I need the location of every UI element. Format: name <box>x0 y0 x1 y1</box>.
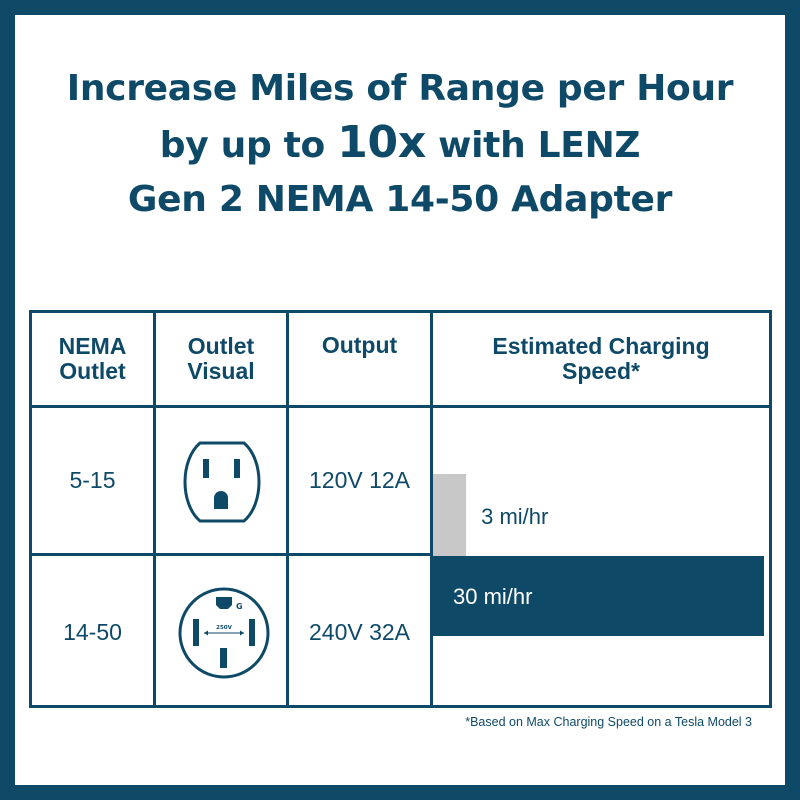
header-outlet-visual: Outlet Visual <box>187 333 255 384</box>
footnote: *Based on Max Charging Speed on a Tesla … <box>465 715 752 729</box>
comparison-table: NEMA Outlet Outlet Visual Output Estimat… <box>29 310 772 708</box>
row-2-outlet: 14-50 <box>63 618 122 645</box>
headline-line-1: Increase Miles of Range per Hour <box>66 68 734 109</box>
headline-multiplier: 10x <box>337 117 426 168</box>
bar-14-50 <box>433 556 764 636</box>
headline-line-2: by up to 10x with LENZ <box>0 116 800 173</box>
table-divider <box>32 405 769 408</box>
charging-speed-chart <box>433 474 764 636</box>
headline-line-2-post: with LENZ <box>425 125 641 166</box>
row-1-output: 120V 12A <box>308 467 411 493</box>
header-estimated-speed: Estimated Charging Speed* <box>492 333 710 384</box>
table-divider <box>153 313 156 705</box>
table-divider <box>430 313 433 705</box>
table-divider <box>286 313 289 705</box>
bar-label-5-15: 3 mi/hr <box>481 504 549 529</box>
table-divider <box>32 553 430 556</box>
voltage-label: 250V <box>216 625 232 631</box>
row-2-output: 240V 32A <box>308 618 411 645</box>
row-1-outlet: 5-15 <box>69 467 116 493</box>
header-output: Output <box>321 332 398 358</box>
header-nema-outlet: NEMA Outlet <box>58 333 127 384</box>
bar-label-14-50: 30 mi/hr <box>453 584 533 609</box>
bar-5-15 <box>433 474 467 559</box>
headline-line-2-pre: by up to <box>159 125 338 166</box>
headline-line-3: Gen 2 NEMA 14-50 Adapter <box>127 179 673 220</box>
nema-5-15-outlet-icon <box>183 441 261 523</box>
nema-14-50-outlet-icon: G 250V <box>178 587 270 679</box>
headline: Increase Miles of Range per Hour by up t… <box>0 62 800 227</box>
ground-label: G <box>236 602 243 611</box>
